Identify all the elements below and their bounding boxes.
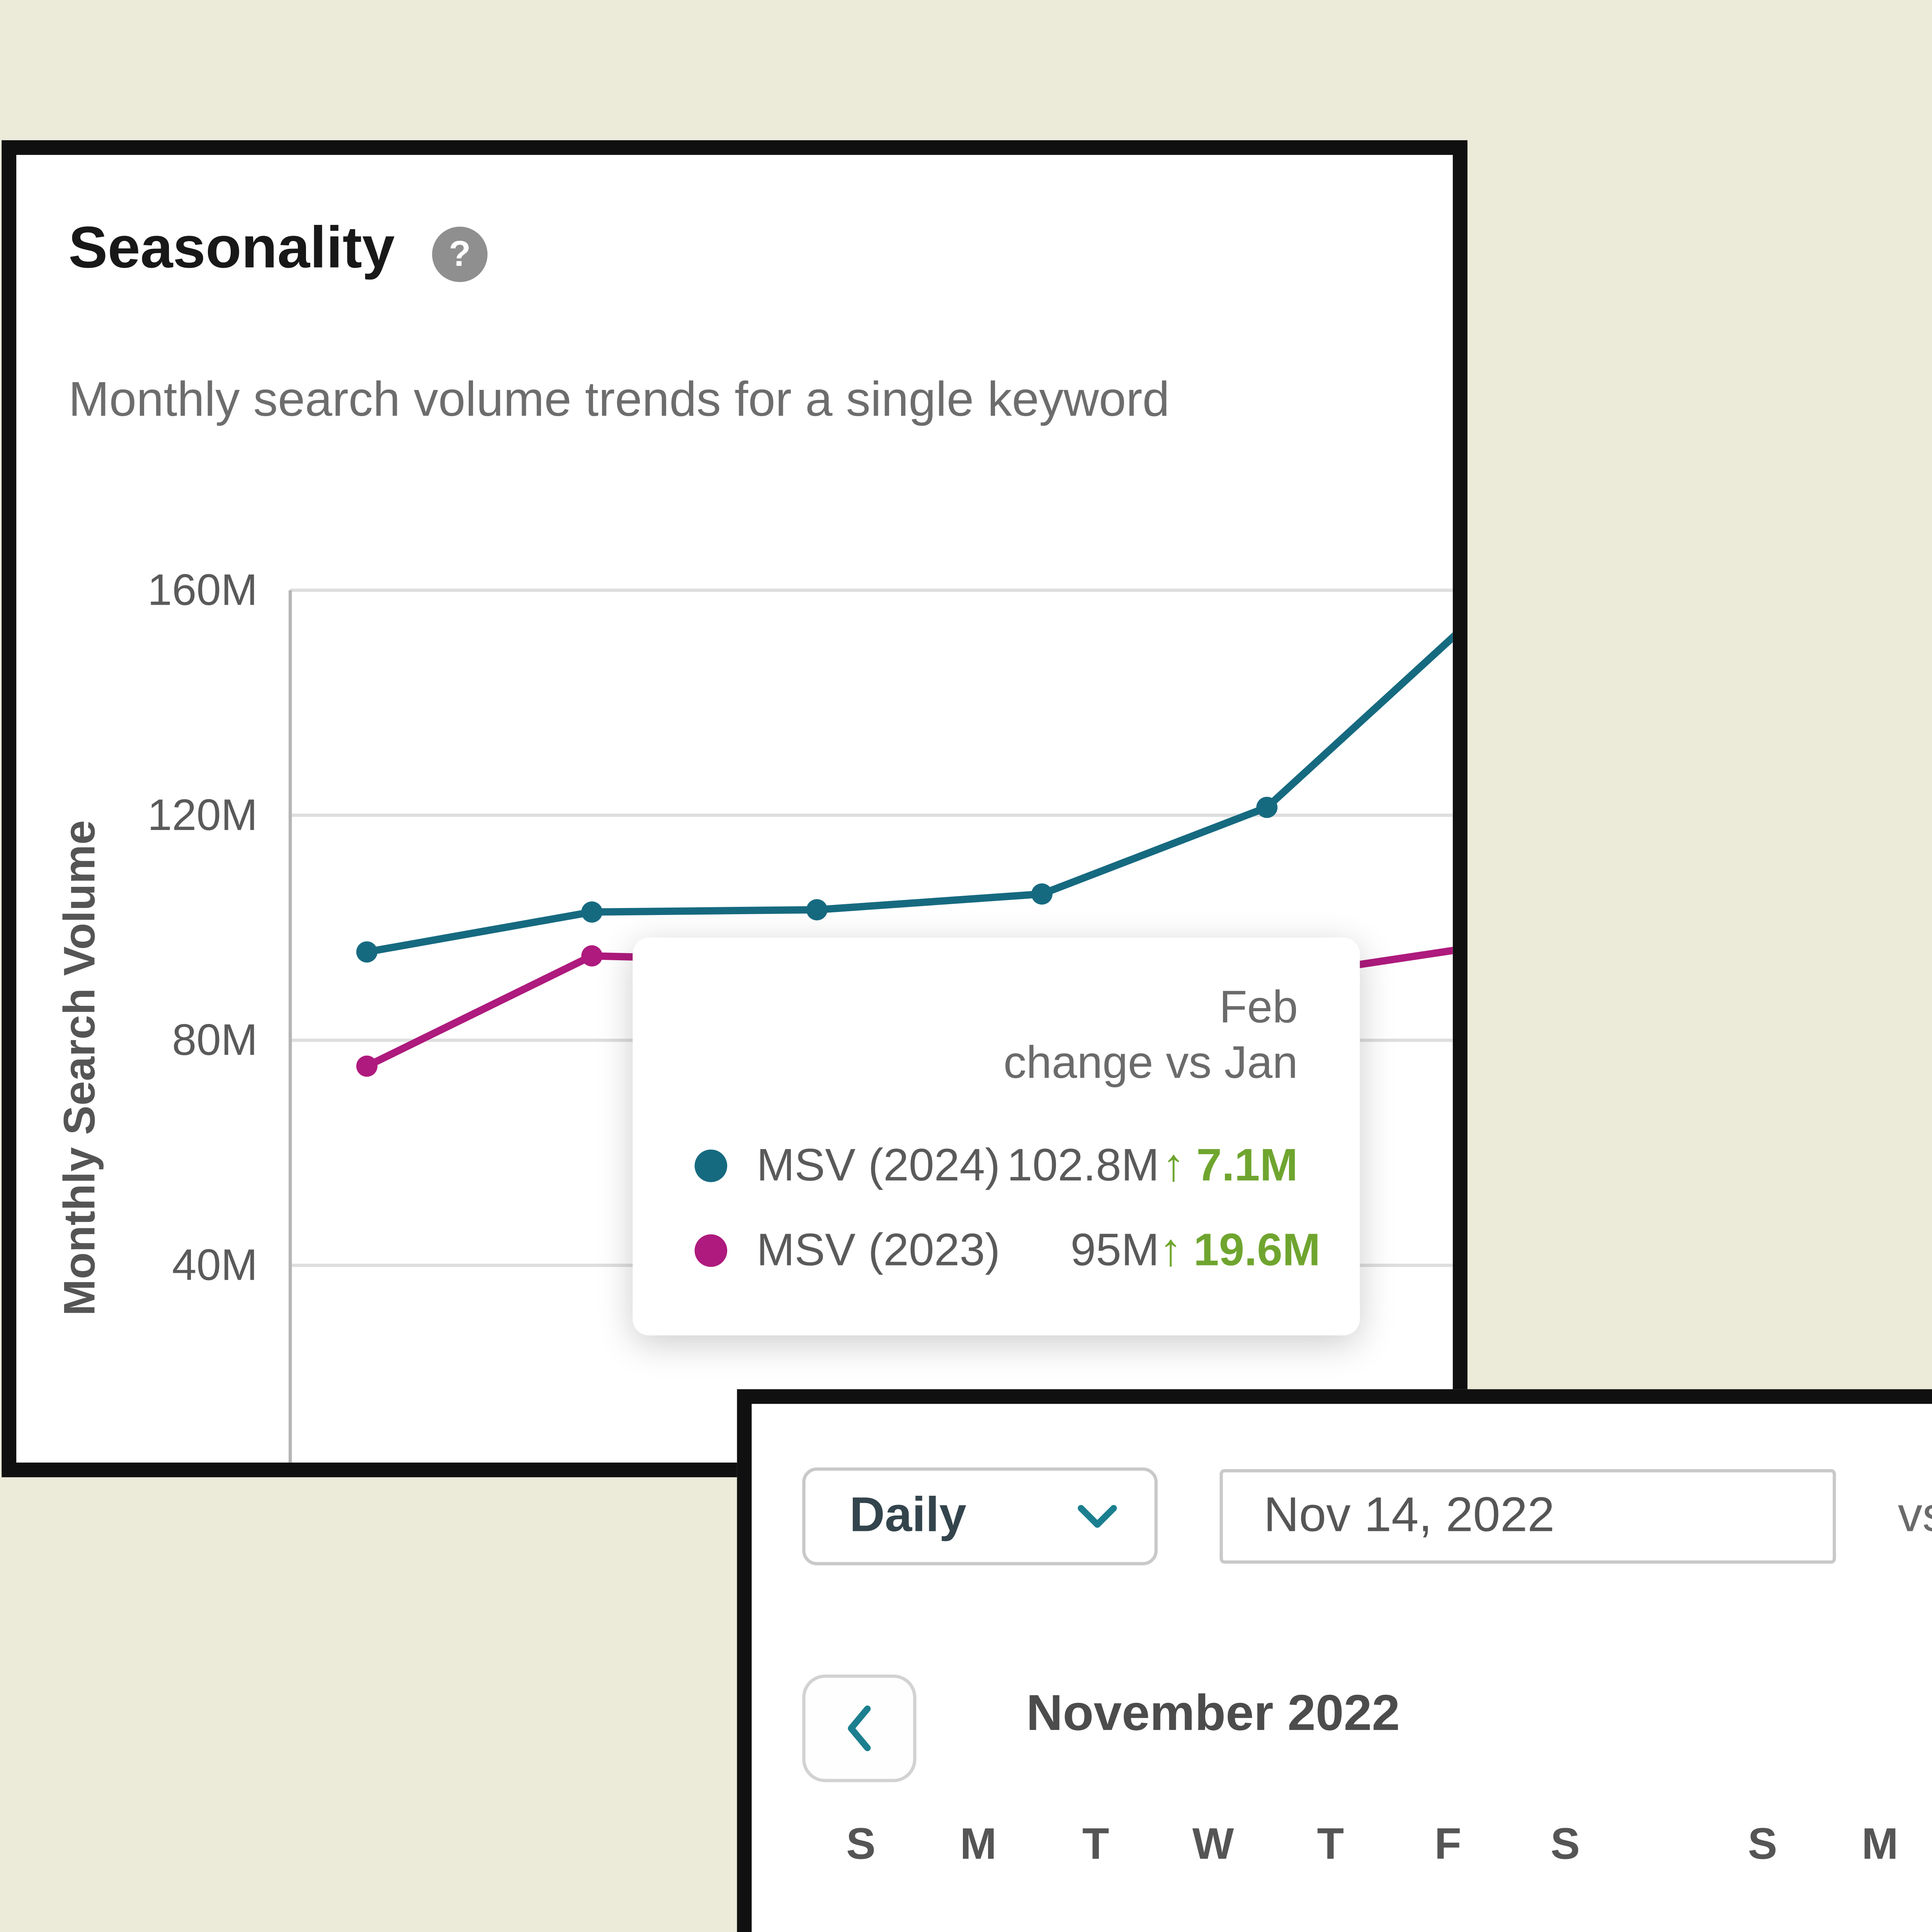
- up-arrow-icon: ↑: [1159, 1225, 1182, 1275]
- day-cell[interactable]: 1: [1037, 1898, 1155, 1932]
- day-cell[interactable]: 5: [1507, 1898, 1624, 1932]
- series-label: MSV (2023): [756, 1225, 1000, 1275]
- tooltip-period: Feb: [1219, 981, 1298, 1032]
- day-cell-empty: [1821, 1898, 1932, 1932]
- seasonality-title: Seasonality: [68, 213, 395, 281]
- help-icon[interactable]: ?: [432, 226, 488, 282]
- tooltip-rows: MSV (2024) 102.8M ↑ 7.1M MSV (2023) 95M …: [694, 1130, 1320, 1287]
- calendar-grid-december: SMTWTFS123456789101112131415161718192021…: [1704, 1811, 1932, 1932]
- series-delta: ↑ 19.6M: [1159, 1225, 1320, 1277]
- svg-text:Monthly Search Volume: Monthly Search Volume: [55, 820, 104, 1316]
- day-of-week-header: M: [960, 1820, 997, 1869]
- vs-label: vs: [1898, 1488, 1932, 1543]
- tooltip-comparison: change vs Jan: [1003, 1037, 1298, 1088]
- delta-value: 19.6M: [1193, 1225, 1321, 1275]
- month-title-november: November 2022: [1026, 1684, 1400, 1742]
- day-cell[interactable]: 4: [1389, 1898, 1507, 1932]
- delta-value: 7.1M: [1196, 1139, 1298, 1190]
- series-label: MSV (2024): [756, 1139, 1000, 1190]
- day-cell-empty: [802, 1898, 920, 1932]
- day-cell[interactable]: 3: [1272, 1898, 1389, 1932]
- series-value: 102.8M: [1007, 1139, 1160, 1190]
- series-2024-dot-icon: [694, 1149, 728, 1182]
- day-of-week-header: F: [1434, 1820, 1461, 1869]
- chart-tooltip: Feb change vs Jan MSV (2024) 102.8M ↑ 7.…: [633, 937, 1360, 1335]
- day-cell[interactable]: 2: [1155, 1898, 1272, 1932]
- day-cell-empty: [920, 1898, 1037, 1932]
- day-of-week-header: S: [846, 1820, 876, 1869]
- calendar-week-row: 12345: [802, 1898, 1624, 1932]
- granularity-select[interactable]: Daily: [802, 1467, 1158, 1565]
- series-value: 95M: [1070, 1225, 1160, 1275]
- day-of-week-header: S: [1748, 1820, 1777, 1869]
- prev-month-button[interactable]: [802, 1674, 917, 1782]
- day-cell-empty: [1704, 1898, 1821, 1932]
- day-of-week-header: T: [1082, 1820, 1109, 1869]
- day-of-week-header: T: [1317, 1820, 1344, 1869]
- up-arrow-icon: ↑: [1162, 1139, 1185, 1190]
- series-delta: ↑ 7.1M: [1159, 1140, 1298, 1192]
- day-of-week-header: S: [1550, 1820, 1580, 1869]
- calendar-week-row: 123: [1704, 1898, 1932, 1932]
- svg-text:120M: 120M: [148, 791, 258, 840]
- series-2023-dot-icon: [694, 1234, 728, 1267]
- date-compare-panel: Daily Nov 14, 2022 vs Nov 14, 2024 Novem…: [737, 1389, 1932, 1932]
- seasonality-subtitle: Monthly search volume trends for a singl…: [68, 373, 1170, 427]
- day-of-week-header: W: [1192, 1820, 1234, 1869]
- granularity-value: Daily: [849, 1488, 967, 1543]
- chevron-down-icon: [1078, 1505, 1117, 1528]
- svg-text:160M: 160M: [148, 566, 258, 615]
- seasonality-panel: Seasonality ? Monthly search volume tren…: [2, 140, 1468, 1478]
- start-date-input[interactable]: Nov 14, 2022: [1219, 1469, 1836, 1564]
- calendar-grid-november: SMTWTFS123456789101112131415161718192021…: [802, 1811, 1624, 1932]
- svg-text:80M: 80M: [172, 1015, 258, 1065]
- day-of-week-header: M: [1861, 1820, 1898, 1869]
- tooltip-row-msv-2023: MSV (2023) 95M ↑ 19.6M: [694, 1215, 1320, 1287]
- svg-text:40M: 40M: [172, 1241, 258, 1290]
- tooltip-row-msv-2024: MSV (2024) 102.8M ↑ 7.1M: [694, 1130, 1298, 1202]
- month-title-december: December 2022: [1704, 1684, 1932, 1743]
- chevron-left-icon: [848, 1705, 871, 1752]
